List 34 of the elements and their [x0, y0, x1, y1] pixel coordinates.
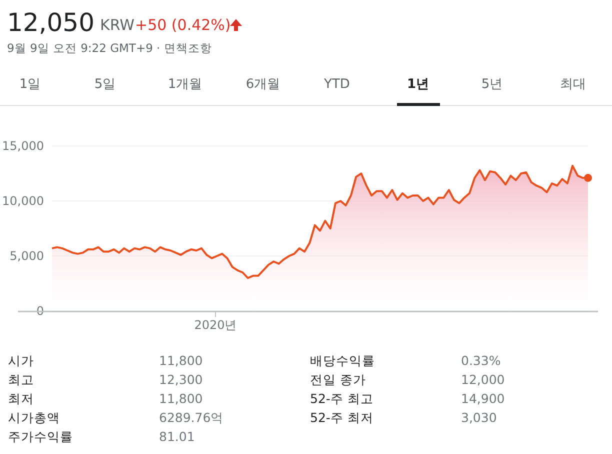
text: 6289.76억 — [159, 410, 224, 425]
text: 시가 — [8, 353, 34, 368]
text: 11,800 — [159, 353, 203, 368]
text: 1개월 — [168, 77, 202, 92]
text: 12,000 — [461, 372, 505, 387]
text: 5년 — [481, 77, 503, 92]
text: +50 (0.42%) — [135, 16, 231, 34]
text: 14,900 — [461, 391, 505, 406]
text: 2020년 — [194, 318, 237, 332]
y-tick-label: 5,000 — [10, 249, 44, 263]
text: 최대 — [560, 77, 586, 92]
text: 0.33% — [461, 353, 501, 368]
text: 6개월 — [246, 77, 280, 92]
text: 전일 종가 — [310, 372, 366, 387]
text: 배당수익률 — [310, 353, 375, 368]
text: 81.01 — [159, 429, 195, 444]
text: KRW — [100, 16, 135, 34]
text: 5일 — [94, 77, 116, 92]
text: 3,030 — [461, 410, 497, 425]
text: 최고 — [8, 372, 34, 387]
text: 52-주 최고 — [310, 391, 374, 406]
text: 최저 — [8, 391, 34, 406]
text: 52-주 최저 — [310, 410, 374, 425]
text: 1일 — [19, 77, 41, 92]
text: 11,800 — [159, 391, 203, 406]
text: 주가수익률 — [8, 429, 73, 444]
text: 9월 9일 오전 9:22 GMT+9 · 면책조항 — [7, 41, 212, 55]
y-tick-label: 15,000 — [2, 139, 44, 153]
text: YTD — [323, 77, 350, 92]
text: 시가총액 — [8, 410, 60, 425]
chart-title: 12,050 — [7, 8, 94, 37]
text: 1년 — [406, 77, 430, 92]
y-tick-label: 10,000 — [2, 194, 44, 208]
text: 12,300 — [159, 372, 203, 387]
